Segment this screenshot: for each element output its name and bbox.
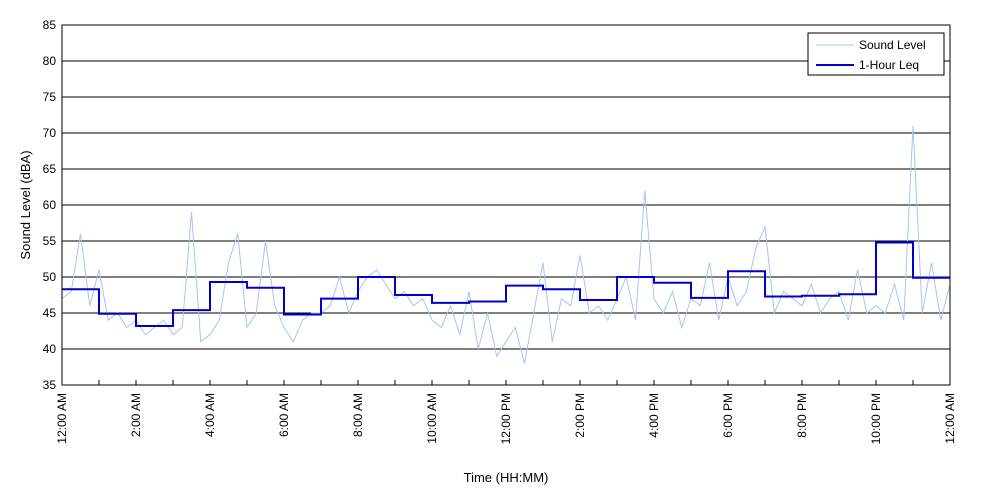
series-sound-level — [61, 125, 951, 364]
axis-ticks: 35 40 45 50 55 60 65 70 75 80 85 12:00 AM 2:00 AM 4:0… — [43, 18, 957, 444]
x-tick-label: 6:00 PM — [721, 393, 735, 438]
y-tick-label: 85 — [43, 18, 57, 32]
legend-label-sound-level: Sound Level — [859, 38, 926, 52]
x-tick-label: 12:00 AM — [943, 393, 957, 444]
x-tick-label: 4:00 AM — [203, 393, 217, 437]
x-tick-label: 8:00 AM — [351, 393, 365, 437]
y-tick-label: 65 — [43, 162, 57, 176]
y-tick-label: 75 — [43, 90, 57, 104]
y-tick-label: 60 — [43, 198, 57, 212]
series-layer — [61, 125, 951, 364]
y-tick-label: 45 — [43, 306, 57, 320]
y-tick-label: 40 — [43, 342, 57, 356]
y-axis-title: Sound Level (dBA) — [18, 150, 33, 259]
legend-label-1-hour-leq: 1-Hour Leq — [859, 58, 919, 72]
x-tick-label: 10:00 AM — [425, 393, 439, 444]
series-1-hour-leq — [62, 241, 950, 327]
x-tick-label: 2:00 PM — [573, 393, 587, 438]
x-tick-label: 12:00 PM — [499, 393, 513, 444]
y-tick-label: 80 — [43, 54, 57, 68]
x-tick-label: 8:00 PM — [795, 393, 809, 438]
y-tick-label: 70 — [43, 126, 57, 140]
y-tick-label: 35 — [43, 378, 57, 392]
x-tick-label: 6:00 AM — [277, 393, 291, 437]
x-axis-title: Time (HH:MM) — [464, 470, 549, 485]
y-tick-label: 55 — [43, 234, 57, 248]
x-tick-label: 2:00 AM — [129, 393, 143, 437]
y-tick-label: 50 — [43, 270, 57, 284]
x-tick-label: 10:00 PM — [869, 393, 883, 444]
legend-box — [807, 32, 945, 76]
x-tick-label: 12:00 AM — [55, 393, 69, 444]
x-tick-label: 4:00 PM — [647, 393, 661, 438]
legend: Sound Level 1-Hour Leq — [807, 32, 945, 76]
